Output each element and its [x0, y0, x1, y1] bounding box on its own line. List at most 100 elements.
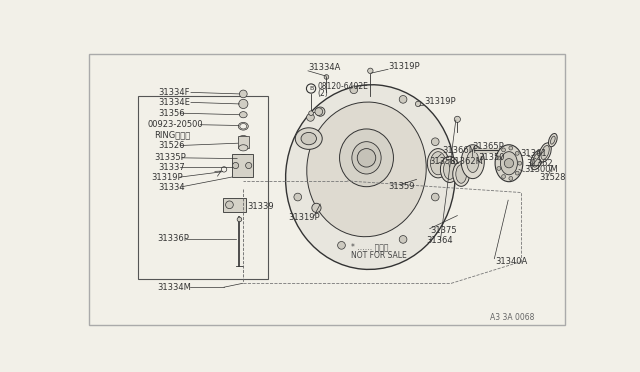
Text: 31358: 31358 — [429, 157, 456, 166]
Circle shape — [307, 113, 314, 121]
Circle shape — [239, 99, 248, 109]
Circle shape — [350, 86, 358, 94]
Bar — [232, 154, 253, 177]
Circle shape — [415, 101, 420, 107]
Ellipse shape — [531, 151, 543, 170]
Circle shape — [509, 146, 513, 150]
Circle shape — [431, 138, 439, 145]
Ellipse shape — [301, 132, 316, 145]
Circle shape — [308, 111, 314, 115]
Text: 31334M: 31334M — [157, 283, 191, 292]
Text: 31300M: 31300M — [524, 165, 558, 174]
Text: 31339: 31339 — [247, 202, 274, 211]
Ellipse shape — [495, 145, 523, 182]
Ellipse shape — [539, 143, 551, 162]
Circle shape — [518, 161, 522, 165]
Circle shape — [239, 90, 247, 98]
Ellipse shape — [428, 148, 449, 178]
Ellipse shape — [431, 152, 446, 175]
Text: 31319P: 31319P — [152, 173, 183, 182]
Text: 31375: 31375 — [431, 227, 457, 235]
Circle shape — [497, 167, 500, 170]
Text: 31366M: 31366M — [442, 147, 476, 155]
Circle shape — [367, 68, 373, 74]
Text: 31362: 31362 — [526, 159, 552, 168]
Bar — [238, 135, 249, 148]
Circle shape — [307, 84, 316, 93]
Text: 31364: 31364 — [427, 236, 453, 245]
Bar — [138, 96, 268, 279]
Text: 31362M: 31362M — [450, 157, 484, 166]
Text: 31334A: 31334A — [308, 63, 341, 72]
Ellipse shape — [240, 124, 247, 129]
Circle shape — [316, 107, 325, 116]
Circle shape — [312, 203, 321, 212]
Circle shape — [246, 163, 252, 169]
Circle shape — [502, 148, 506, 152]
Circle shape — [225, 201, 234, 209]
Ellipse shape — [440, 156, 459, 183]
Text: 31365P: 31365P — [473, 142, 504, 151]
Circle shape — [294, 193, 301, 201]
Text: 31528: 31528 — [540, 173, 566, 182]
Ellipse shape — [239, 135, 248, 142]
Ellipse shape — [239, 112, 247, 118]
Circle shape — [357, 148, 376, 167]
Text: RINGリング: RINGリング — [154, 130, 190, 139]
Circle shape — [399, 235, 407, 243]
Circle shape — [431, 193, 439, 201]
Ellipse shape — [456, 165, 467, 183]
Ellipse shape — [548, 134, 557, 147]
Text: A3 3A 0068: A3 3A 0068 — [490, 313, 534, 322]
Ellipse shape — [444, 159, 456, 179]
Text: 31359: 31359 — [388, 182, 415, 191]
Text: 31361: 31361 — [520, 150, 547, 158]
Text: 31319P: 31319P — [424, 97, 456, 106]
Circle shape — [515, 171, 519, 175]
Ellipse shape — [467, 151, 479, 173]
Circle shape — [324, 75, 329, 79]
Text: 31334: 31334 — [159, 183, 185, 192]
Ellipse shape — [461, 145, 484, 179]
Ellipse shape — [352, 142, 381, 174]
Circle shape — [515, 151, 519, 155]
Ellipse shape — [237, 155, 250, 163]
Ellipse shape — [285, 85, 455, 269]
Ellipse shape — [500, 152, 517, 175]
Text: 31335P: 31335P — [154, 153, 186, 162]
Circle shape — [237, 217, 242, 222]
Text: 31526: 31526 — [159, 141, 185, 150]
Ellipse shape — [239, 145, 248, 151]
Circle shape — [232, 163, 239, 169]
Circle shape — [315, 108, 323, 115]
Bar — [223, 198, 246, 212]
Ellipse shape — [307, 102, 426, 237]
Text: 00923-20500: 00923-20500 — [148, 120, 204, 129]
Text: 08120-6402E: 08120-6402E — [317, 83, 368, 92]
Text: NOT FOR SALE: NOT FOR SALE — [351, 251, 407, 260]
Circle shape — [454, 116, 460, 122]
Text: 31337: 31337 — [159, 163, 186, 171]
Circle shape — [497, 156, 500, 160]
Text: 31334E: 31334E — [159, 98, 191, 107]
Circle shape — [509, 176, 513, 180]
Ellipse shape — [532, 153, 541, 167]
Circle shape — [502, 174, 506, 179]
Ellipse shape — [295, 128, 322, 150]
Ellipse shape — [452, 162, 470, 186]
Text: (2): (2) — [317, 89, 328, 99]
Text: 31334F: 31334F — [159, 88, 190, 97]
Text: 31350: 31350 — [478, 153, 505, 162]
Text: B: B — [309, 86, 313, 91]
Text: * …… 非販売: * …… 非販売 — [351, 242, 388, 251]
Ellipse shape — [541, 145, 549, 160]
Text: 31319P: 31319P — [288, 213, 319, 222]
Circle shape — [221, 167, 227, 172]
Text: 31340A: 31340A — [495, 257, 527, 266]
Ellipse shape — [550, 136, 555, 144]
Circle shape — [399, 96, 407, 103]
Ellipse shape — [340, 129, 394, 187]
Ellipse shape — [238, 122, 248, 130]
Text: 31336P: 31336P — [157, 234, 189, 243]
Circle shape — [504, 158, 513, 168]
